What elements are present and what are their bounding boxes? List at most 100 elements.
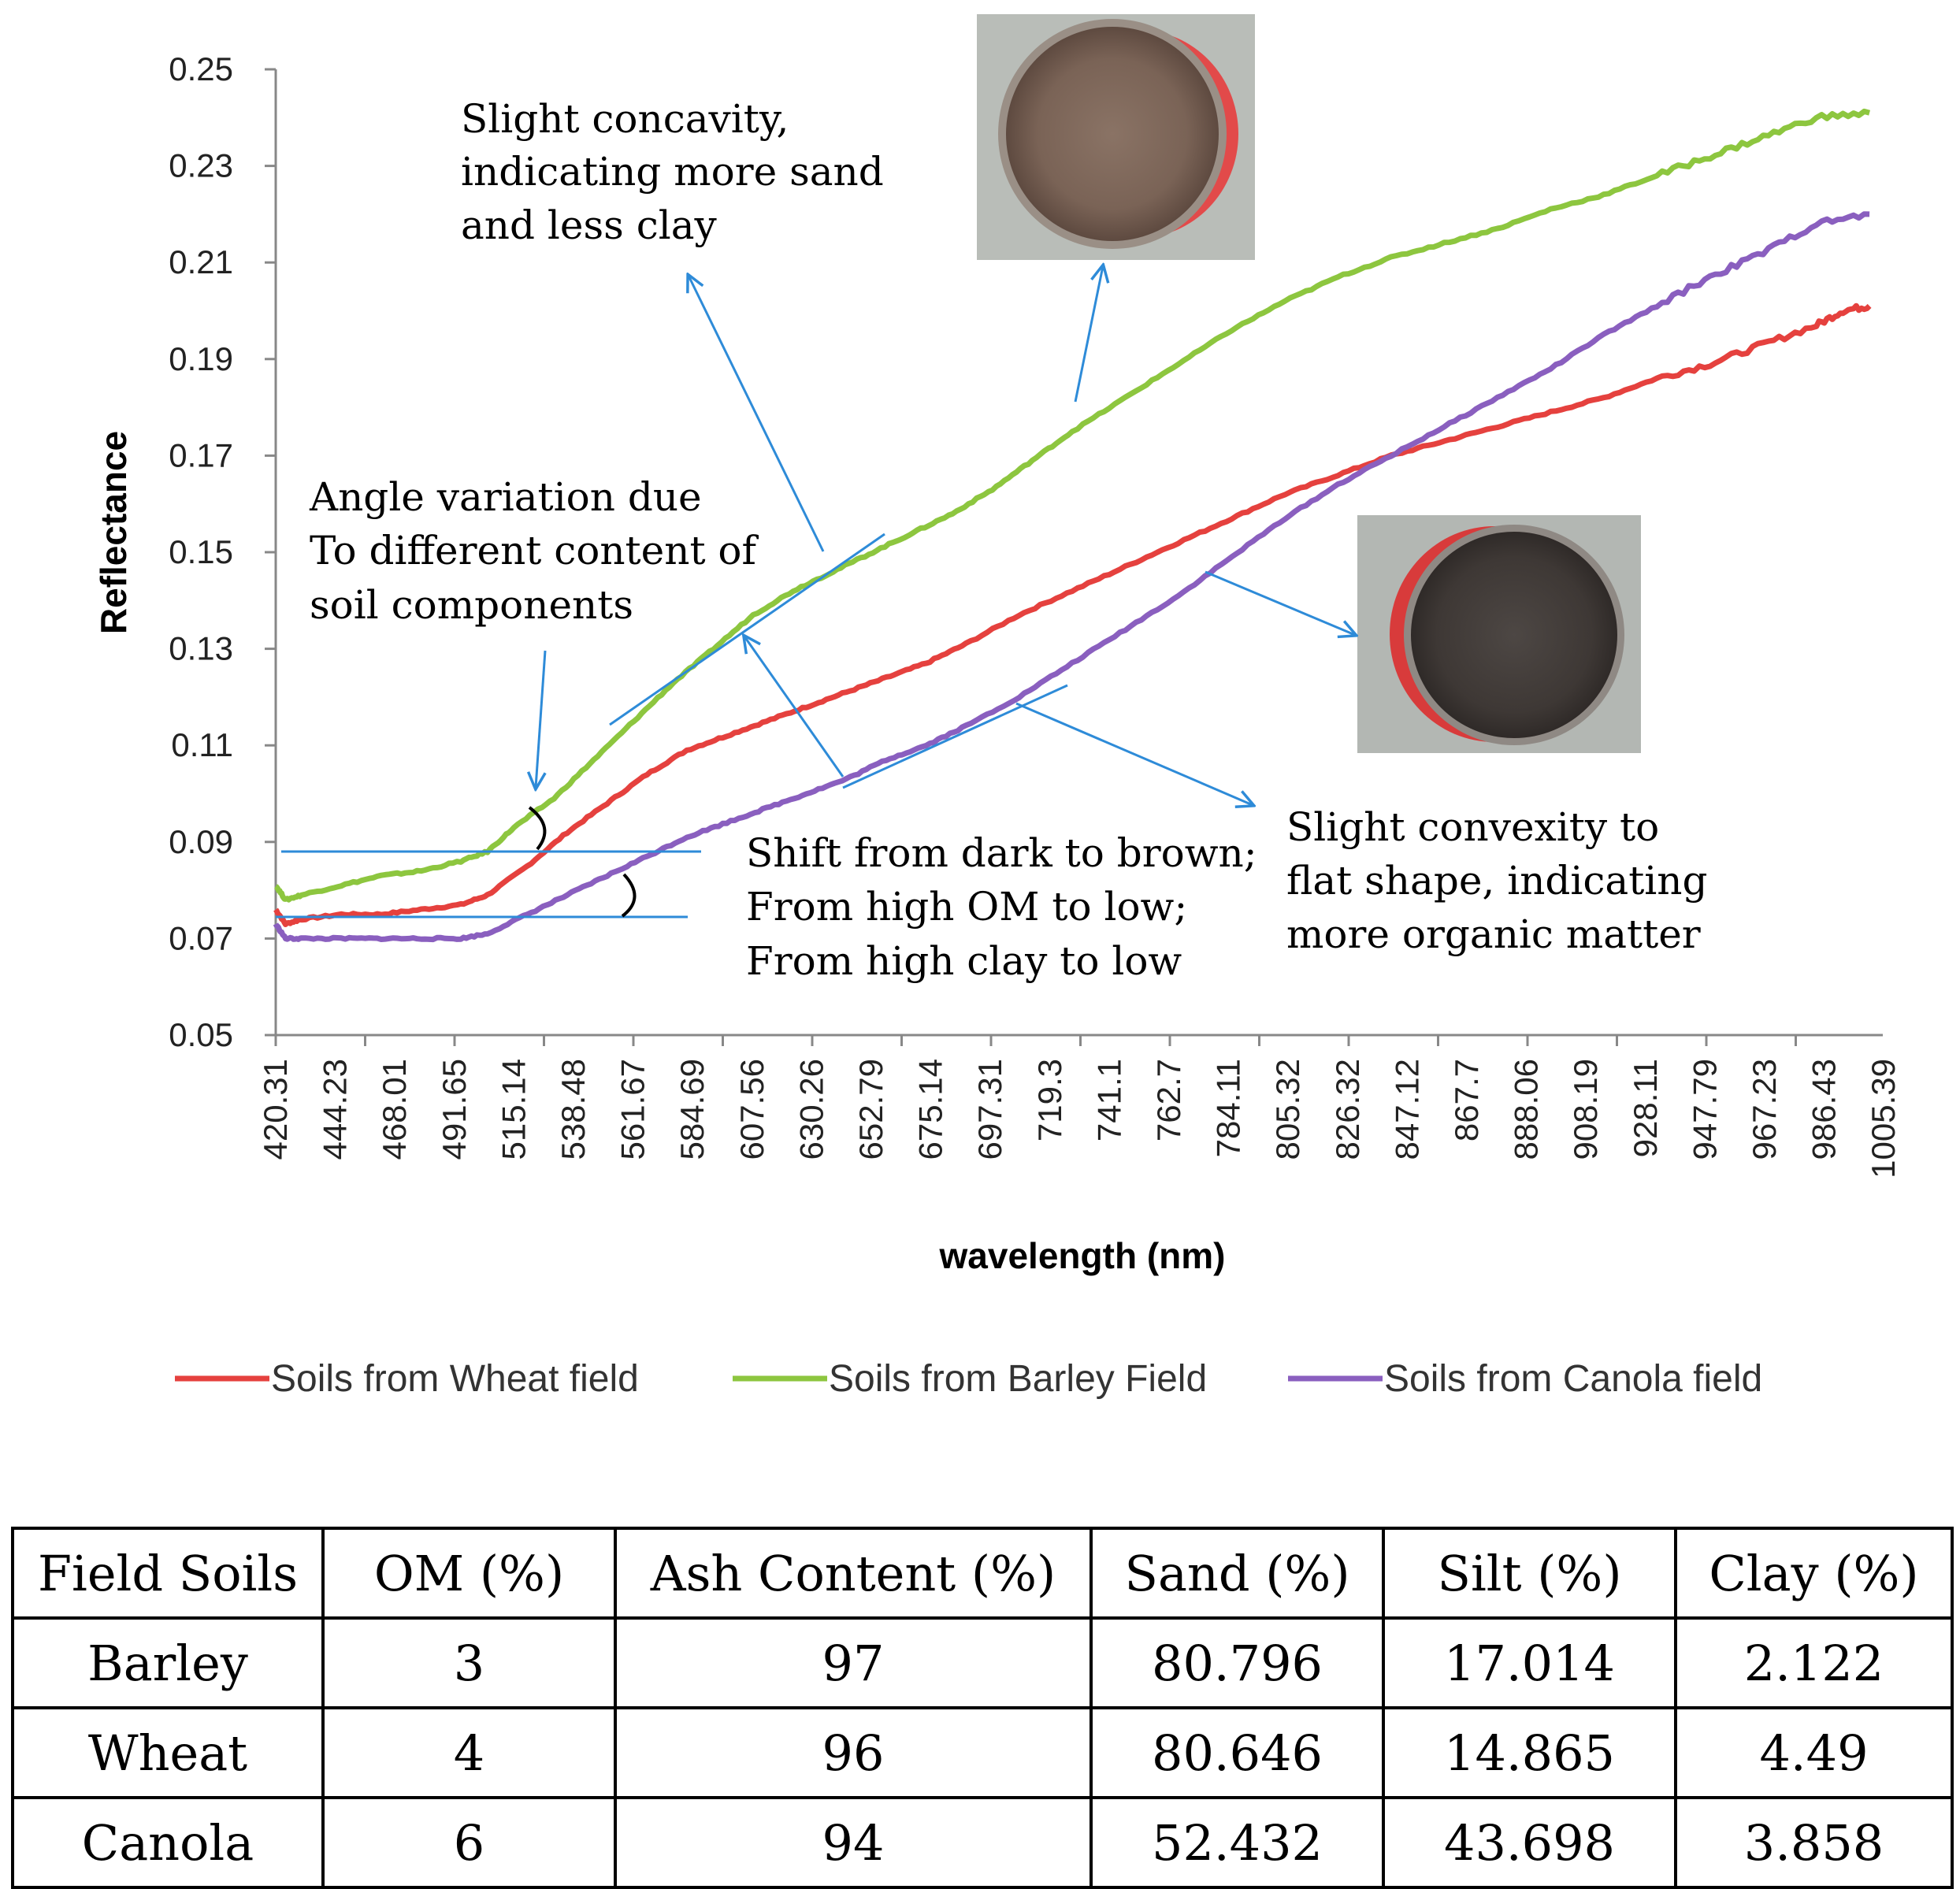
x-tick-label: 784.11 bbox=[1210, 1059, 1247, 1157]
svg-text:To different content of: To different content of bbox=[310, 528, 759, 573]
series-layer bbox=[273, 108, 1872, 943]
x-tick-label: 584.69 bbox=[674, 1059, 711, 1160]
y-tick-label: 0.21 bbox=[169, 243, 233, 280]
table-header-row: Field Soils OM (%) Ash Content (%) Sand … bbox=[11, 1527, 1954, 1620]
x-tick-label: 1005.39 bbox=[1865, 1059, 1902, 1178]
header-om: OM (%) bbox=[321, 1527, 617, 1620]
table-cell: 80.796 bbox=[1090, 1616, 1385, 1709]
series-line-2 bbox=[273, 211, 1870, 943]
svg-text:From high OM to low;: From high OM to low; bbox=[746, 884, 1187, 930]
soil-properties-table: Field Soils OM (%) Ash Content (%) Sand … bbox=[11, 1527, 1954, 1889]
svg-text:flat shape, indicating: flat shape, indicating bbox=[1286, 858, 1708, 904]
y-tick-label: 0.17 bbox=[169, 436, 233, 473]
x-tick-label: 515.14 bbox=[495, 1059, 532, 1160]
svg-text:From high clay to low: From high clay to low bbox=[746, 938, 1182, 984]
x-tick-label: 847.12 bbox=[1388, 1059, 1425, 1160]
table-cell: 3.858 bbox=[1674, 1796, 1954, 1889]
x-tick-label: 491.65 bbox=[436, 1059, 473, 1160]
table-cell: 43.698 bbox=[1382, 1796, 1677, 1889]
svg-text:Angle variation due: Angle variation due bbox=[309, 474, 702, 520]
annotation-arrows bbox=[536, 266, 1355, 805]
x-tick-label: 675.14 bbox=[912, 1059, 949, 1160]
table-cell: Canola bbox=[11, 1796, 325, 1889]
table-cell: Barley bbox=[11, 1616, 325, 1709]
reflectance-chart: 0.05 0.07 0.09 0.11 0.13 0.15 0.17 0.19 0.21 0.23… bbox=[93, 14, 1902, 1400]
y-tick-label: 0.05 bbox=[169, 1016, 233, 1053]
table-row: Canola 6 94 52.432 43.698 3.858 bbox=[11, 1796, 1954, 1889]
x-tick-label: 762.7 bbox=[1150, 1059, 1187, 1141]
legend-label-2: Soils from Canola field bbox=[1384, 1358, 1762, 1400]
x-tick-label: 719.3 bbox=[1031, 1059, 1068, 1141]
y-tick-label: 0.19 bbox=[169, 340, 233, 377]
canola-soil-photo bbox=[1357, 515, 1641, 753]
x-tick-label: 630.26 bbox=[793, 1059, 830, 1160]
table-cell: 4.49 bbox=[1674, 1706, 1954, 1799]
y-tick-label: 0.07 bbox=[169, 919, 233, 956]
x-tick-label: 867.7 bbox=[1448, 1059, 1485, 1141]
x-axis-title: wavelength (nm) bbox=[939, 1235, 1226, 1276]
x-tick-label: 986.43 bbox=[1806, 1059, 1843, 1160]
y-tick-label: 0.09 bbox=[169, 823, 233, 860]
x-tick-label: 805.32 bbox=[1269, 1059, 1306, 1160]
barley-soil-photo bbox=[977, 14, 1255, 260]
x-tick-label: 538.48 bbox=[555, 1059, 592, 1160]
annotation-color-shift: Shift from dark to brown; From high OM t… bbox=[746, 830, 1257, 984]
x-tick-label: 652.79 bbox=[852, 1059, 889, 1160]
x-tick-label: 888.06 bbox=[1508, 1059, 1545, 1160]
annotation-angle-variation: Angle variation due To different content… bbox=[309, 474, 759, 628]
table-cell: 96 bbox=[614, 1706, 1093, 1799]
y-axis-ticks: 0.05 0.07 0.09 0.11 0.13 0.15 0.17 0.19 0.21 0.23… bbox=[169, 50, 276, 1053]
y-tick-label: 0.23 bbox=[169, 147, 233, 184]
reference-lines bbox=[276, 533, 1068, 919]
legend-label-0: Soils from Wheat field bbox=[271, 1358, 639, 1400]
x-tick-label: 947.79 bbox=[1686, 1059, 1723, 1160]
table-cell: 14.865 bbox=[1382, 1706, 1677, 1799]
x-tick-label: 420.31 bbox=[257, 1059, 294, 1160]
x-tick-label: 444.23 bbox=[317, 1059, 354, 1160]
table-cell: 97 bbox=[614, 1616, 1093, 1709]
x-tick-label: 468.01 bbox=[376, 1059, 413, 1160]
table-cell: Wheat bbox=[11, 1706, 325, 1799]
annotation-convexity: Slight convexity to flat shape, indicati… bbox=[1286, 804, 1708, 957]
table-cell: 4 bbox=[321, 1706, 617, 1799]
y-tick-label: 0.11 bbox=[171, 726, 233, 763]
y-tick-label: 0.15 bbox=[169, 533, 233, 570]
svg-text:more organic matter: more organic matter bbox=[1286, 911, 1701, 957]
annotation-concavity: Slight concavity, indicating more sand a… bbox=[461, 96, 884, 248]
header-field-soils: Field Soils bbox=[11, 1527, 325, 1620]
y-tick-label: 0.13 bbox=[169, 630, 233, 667]
table-cell: 94 bbox=[614, 1796, 1093, 1889]
x-axis-ticks: 420.31 444.23 468.01 491.65 515.14 538.48 561.… bbox=[257, 1035, 1902, 1178]
table-cell: 80.646 bbox=[1090, 1706, 1385, 1799]
x-tick-label: 908.19 bbox=[1567, 1059, 1604, 1160]
y-axis-title: Reflectance bbox=[93, 431, 134, 634]
table-cell: 52.432 bbox=[1090, 1796, 1385, 1889]
table-cell: 6 bbox=[321, 1796, 617, 1889]
series-line-1 bbox=[273, 108, 1871, 903]
angle-arcs bbox=[528, 806, 637, 918]
x-tick-label: 741.1 bbox=[1090, 1059, 1127, 1141]
table-row: Barley 3 97 80.796 17.014 2.122 bbox=[11, 1616, 1954, 1709]
svg-text:Shift from dark to brown;: Shift from dark to brown; bbox=[746, 830, 1257, 876]
series-line-0 bbox=[273, 302, 1872, 927]
x-tick-label: 928.11 bbox=[1627, 1059, 1664, 1157]
header-silt: Silt (%) bbox=[1382, 1527, 1677, 1620]
x-tick-label: 697.31 bbox=[971, 1059, 1008, 1160]
table-row: Wheat 4 96 80.646 14.865 4.49 bbox=[11, 1706, 1954, 1799]
x-tick-label: 561.67 bbox=[614, 1059, 651, 1160]
table-cell: 3 bbox=[321, 1616, 617, 1709]
header-sand: Sand (%) bbox=[1090, 1527, 1385, 1620]
legend-label-1: Soils from Barley Field bbox=[829, 1358, 1207, 1400]
chart-legend: Soils from Wheat field Soils from Barley … bbox=[175, 1358, 1762, 1400]
table-cell: 2.122 bbox=[1674, 1616, 1954, 1709]
svg-text:soil components: soil components bbox=[310, 582, 633, 628]
svg-text:and less clay: and less clay bbox=[461, 202, 718, 248]
table-cell: 17.014 bbox=[1382, 1616, 1677, 1709]
header-clay: Clay (%) bbox=[1674, 1527, 1954, 1620]
svg-text:Slight concavity,: Slight concavity, bbox=[461, 96, 789, 142]
x-tick-label: 607.56 bbox=[733, 1059, 770, 1160]
svg-text:indicating more sand: indicating more sand bbox=[461, 149, 884, 195]
svg-text:Slight convexity to: Slight convexity to bbox=[1286, 804, 1659, 850]
y-tick-label: 0.25 bbox=[169, 50, 233, 87]
header-ash-content: Ash Content (%) bbox=[614, 1527, 1093, 1620]
